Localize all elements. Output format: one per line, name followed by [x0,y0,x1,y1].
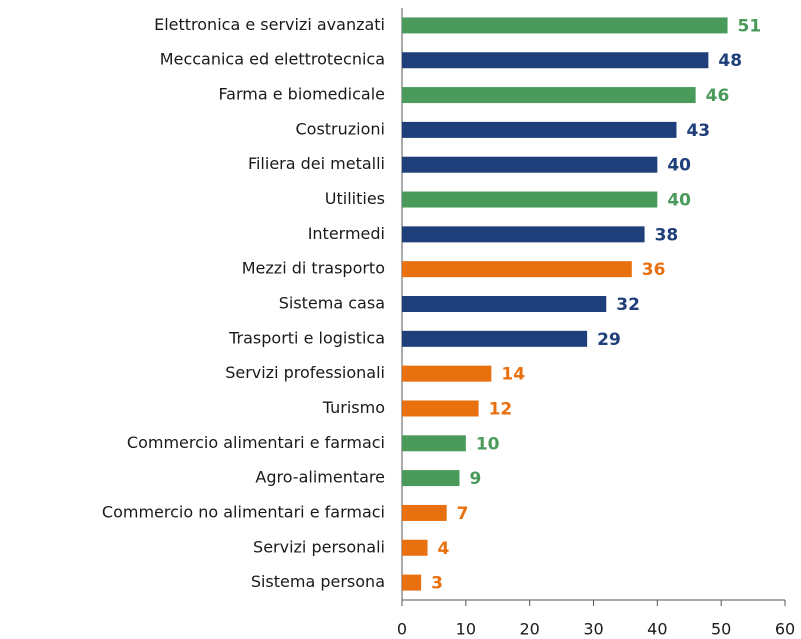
bar [402,261,632,278]
y-tick-label: Servizi professionali [225,363,385,382]
bar [402,226,645,243]
bar [402,17,728,34]
y-tick-label: Filiera dei metalli [248,154,385,173]
value-label: 36 [642,260,666,280]
bar [402,121,677,138]
bar [402,156,658,173]
x-tick-label: 0 [397,620,407,639]
value-label: 40 [667,191,691,211]
y-tick-label: Mezzi di trasporto [242,259,385,278]
value-label: 38 [655,225,679,245]
y-tick-label: Sistema casa [279,294,385,313]
bar [402,435,466,452]
y-tick-label: Farma e biomedicale [218,85,385,104]
y-tick-label: Commercio no alimentari e farmaci [102,502,385,521]
y-tick-label: Servizi personali [253,537,385,556]
y-tick-label: Costruzioni [295,119,385,138]
value-label: 32 [616,295,640,315]
x-tick-label: 60 [775,620,795,639]
y-tick-label: Agro-alimentare [255,468,385,487]
y-tick-label: Commercio alimentari e farmaci [127,433,385,452]
value-label: 10 [476,434,500,454]
y-tick-label: Intermedi [308,224,385,243]
x-tick-label: 20 [519,620,539,639]
bar [402,504,447,521]
value-label: 7 [457,504,469,524]
bar [402,296,607,312]
x-tick-label: 40 [647,620,667,639]
bar [402,365,492,382]
bar [402,574,422,591]
value-label: 40 [667,156,691,176]
y-tick-label: Meccanica ed elettrotecnica [160,50,385,69]
y-tick-label: Elettronica e servizi avanzati [154,15,385,34]
x-tick-label: 50 [711,620,731,639]
y-tick-label: Sistema persona [251,572,385,591]
bar [402,539,428,556]
value-label: 29 [597,330,621,350]
bar [402,87,696,104]
bar [402,400,479,417]
value-label: 51 [738,16,762,36]
bar [402,330,588,347]
value-label: 3 [431,574,443,594]
bar [402,52,709,69]
value-label: 12 [489,399,513,419]
y-tick-label: Turismo [322,398,385,417]
x-tick-label: 30 [583,620,603,639]
bar [402,470,460,487]
value-label: 43 [686,121,710,141]
value-label: 48 [718,51,742,71]
value-label: 9 [469,469,481,489]
x-tick-label: 10 [456,620,476,639]
bar [402,191,658,208]
y-tick-label: Trasporti e logistica [228,328,385,347]
value-label: 14 [501,365,525,385]
value-label: 4 [438,539,450,559]
value-label: 46 [706,86,730,106]
y-tick-label: Utilities [325,189,385,208]
